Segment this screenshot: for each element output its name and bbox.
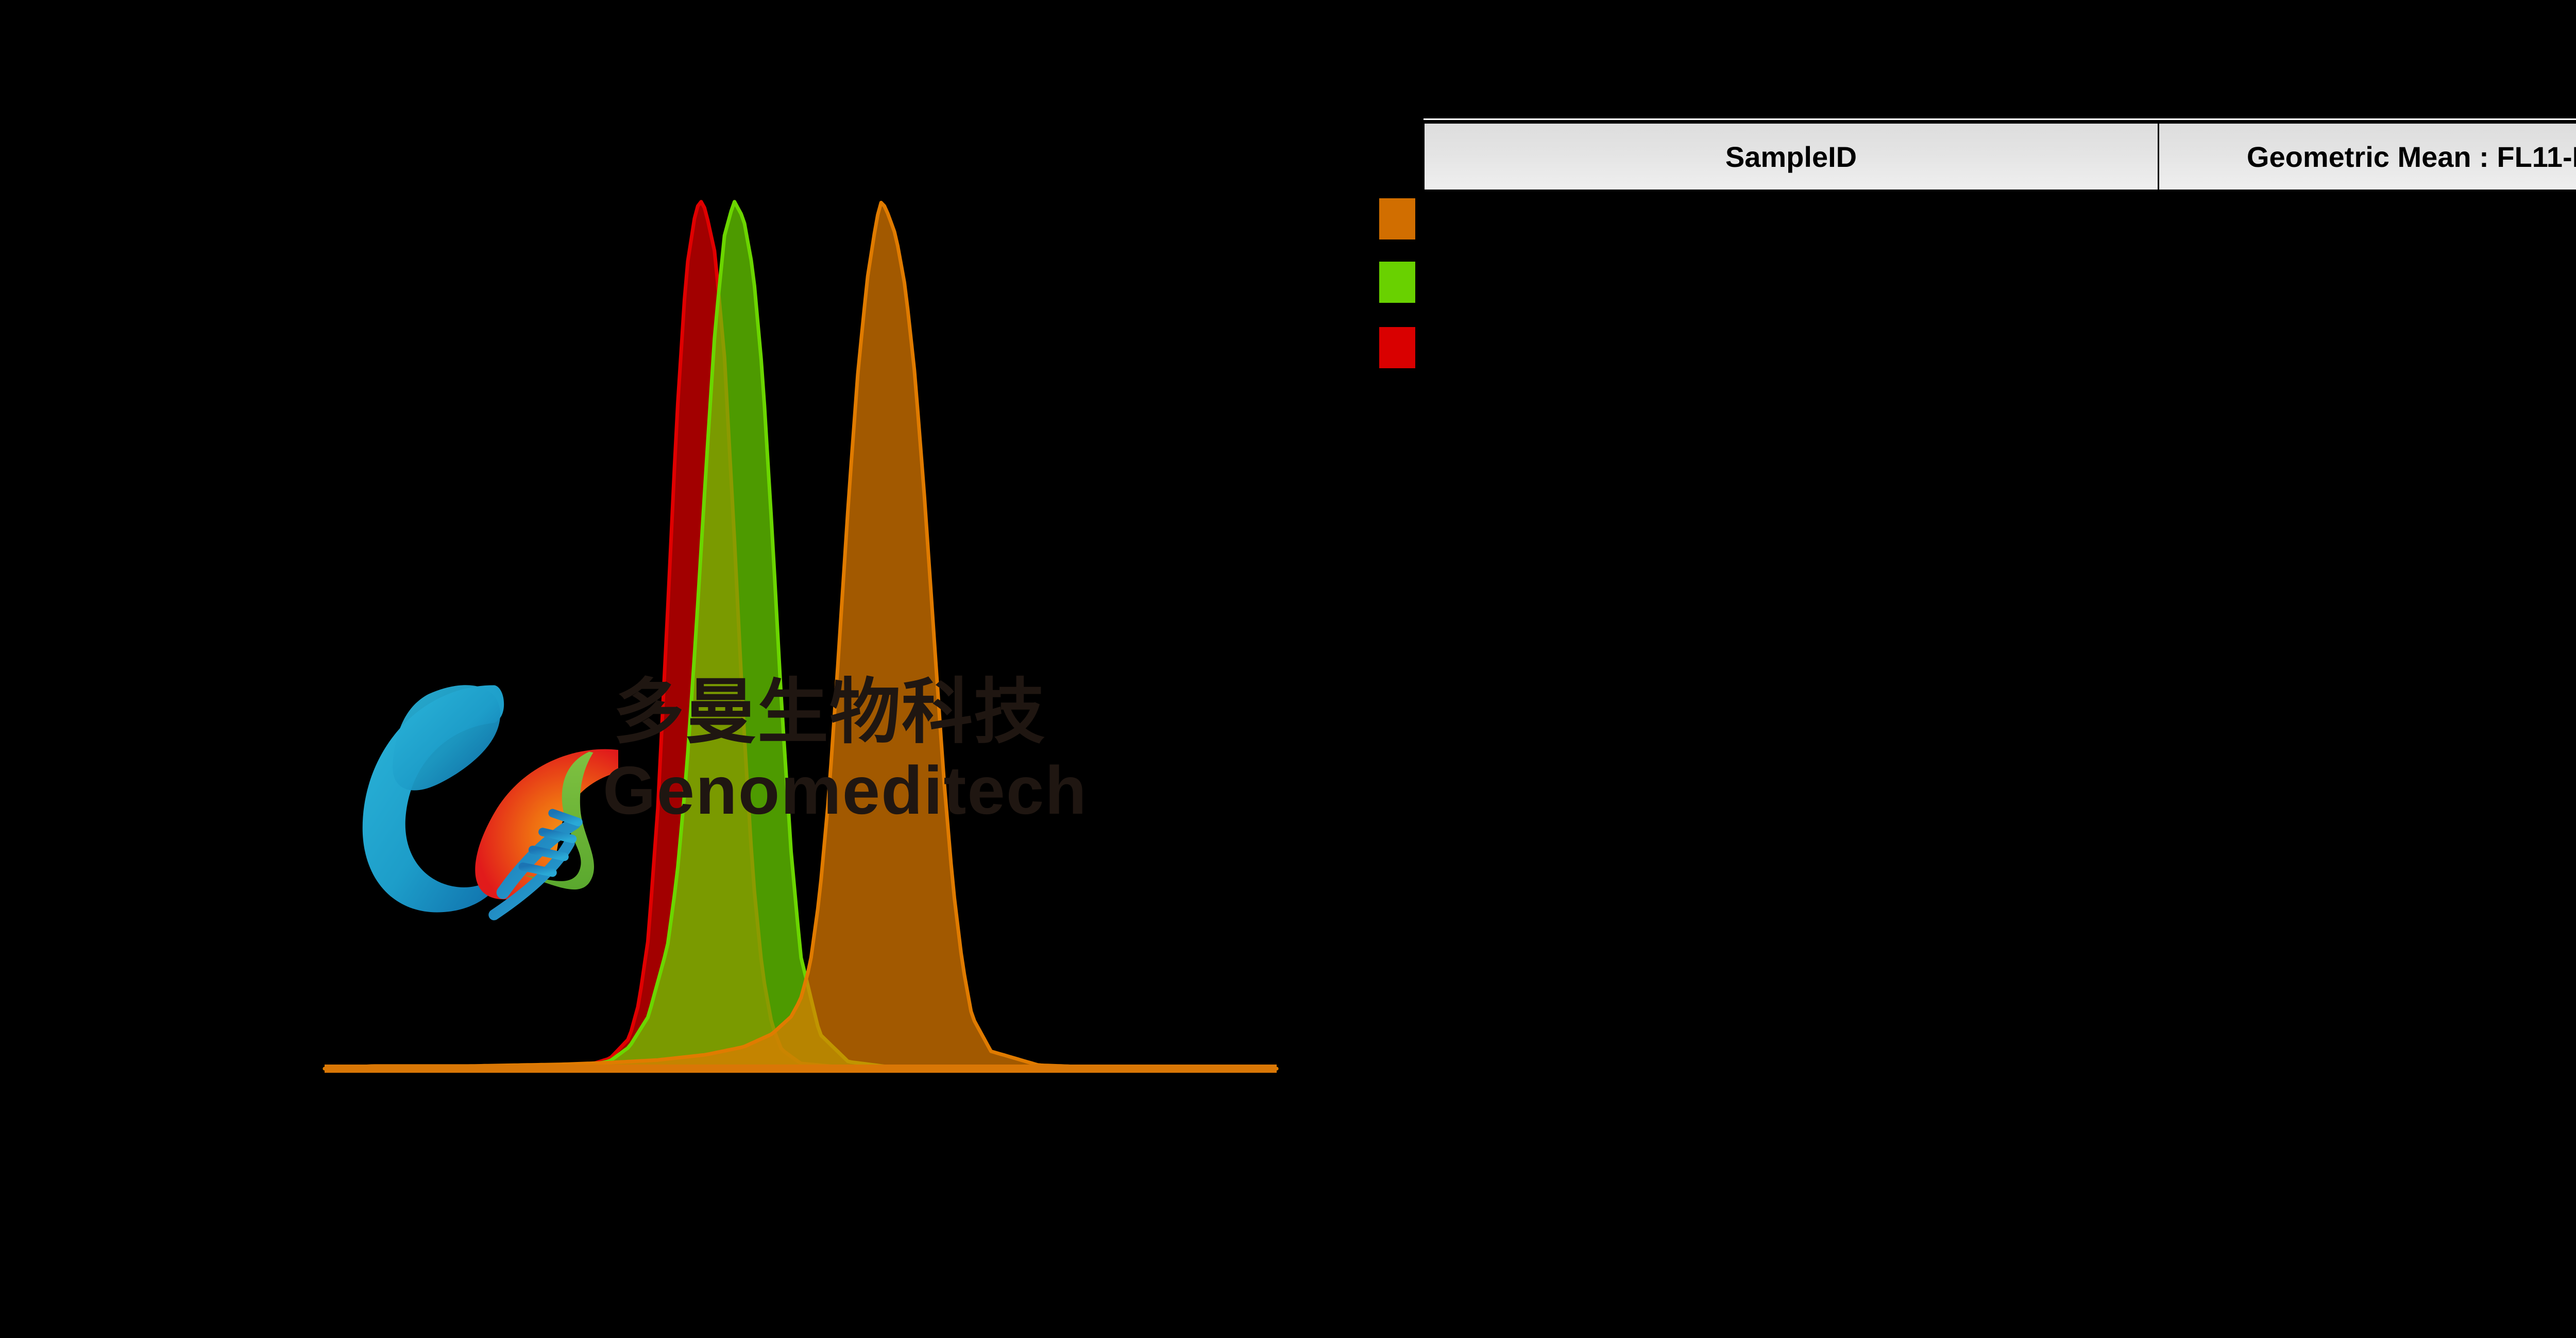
cell-sampleid: [1423, 289, 2158, 339]
table-row[interactable]: [1423, 289, 2576, 339]
legend-swatch-orange[interactable]: [1379, 198, 1415, 239]
column-header-sampleid: SampleID: [1425, 124, 2159, 190]
histogram-svg: [323, 200, 1279, 1073]
legend-swatch-red[interactable]: [1379, 327, 1415, 368]
stats-table-body: [1423, 191, 2576, 397]
histogram-trace-sample-green: [323, 200, 1279, 1071]
column-header-geometric-mean: Geometric Mean : FL11-H: [2246, 140, 2576, 173]
table-row[interactable]: [1423, 240, 2576, 289]
cell-geometric-mean: [2158, 191, 2576, 240]
histogram-plot-panel: [323, 200, 1279, 1073]
cell-sampleid: [1423, 240, 2158, 289]
cell-geometric-mean: [2158, 240, 2576, 289]
table-row[interactable]: [1423, 191, 2576, 240]
cell-sampleid: [1423, 191, 2158, 240]
stats-table-header: SampleID Geometric Mean : FL11-H: [1423, 118, 2576, 191]
legend-swatch-green[interactable]: [1379, 262, 1415, 303]
cell-geometric-mean: [2158, 289, 2576, 339]
legend: [1379, 198, 1441, 373]
histogram-series-group: [323, 200, 1279, 1071]
